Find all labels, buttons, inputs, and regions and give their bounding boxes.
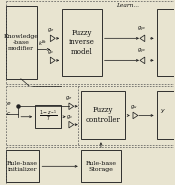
Text: $y$: $y$ — [160, 107, 166, 115]
Text: Learn...: Learn... — [116, 3, 139, 8]
FancyBboxPatch shape — [35, 105, 61, 128]
Text: $g_{yc}$: $g_{yc}$ — [137, 25, 147, 34]
Text: $\frac{1-z^{-1}}{T}$: $\frac{1-z^{-1}}{T}$ — [39, 109, 57, 124]
FancyBboxPatch shape — [157, 9, 174, 76]
Text: $g_c$: $g_c$ — [47, 48, 54, 56]
Text: Rule-base
Storage: Rule-base Storage — [85, 161, 116, 172]
Text: Knowledge
-base
modifier: Knowledge -base modifier — [4, 34, 39, 51]
Text: $g_e$: $g_e$ — [65, 94, 73, 102]
FancyBboxPatch shape — [6, 6, 37, 79]
Text: $g_c$: $g_c$ — [66, 113, 73, 121]
FancyBboxPatch shape — [81, 91, 125, 139]
Text: $c$: $c$ — [6, 110, 12, 117]
Text: Fuzzy
controller: Fuzzy controller — [86, 106, 120, 124]
Text: $k^{B_k}$: $k^{B_k}$ — [38, 39, 47, 48]
FancyBboxPatch shape — [157, 91, 174, 139]
Text: Rule-base
initializer: Rule-base initializer — [7, 161, 38, 172]
Text: $g_e$: $g_e$ — [47, 26, 54, 34]
Text: $e$: $e$ — [6, 100, 12, 107]
FancyBboxPatch shape — [81, 150, 121, 182]
FancyBboxPatch shape — [6, 150, 39, 182]
FancyBboxPatch shape — [62, 9, 102, 76]
Text: $g_{yc}$: $g_{yc}$ — [137, 47, 147, 56]
Text: Fuzzy
inverse
model: Fuzzy inverse model — [69, 29, 95, 56]
Text: $g_u$: $g_u$ — [130, 103, 137, 111]
